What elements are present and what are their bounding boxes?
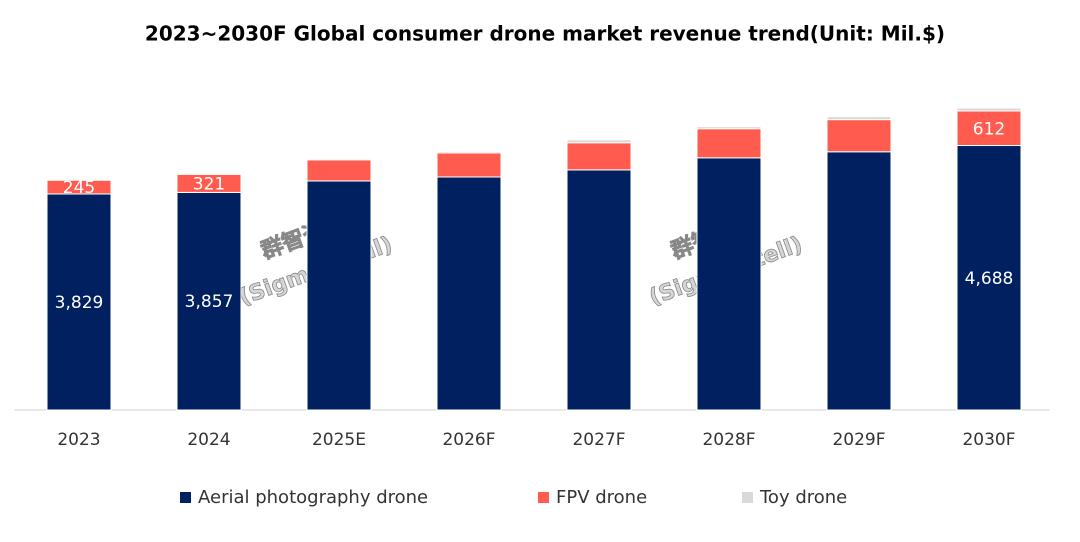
bar-segment: [696, 128, 762, 159]
x-tick-label: 2030F: [962, 430, 1015, 450]
bar-segment: [176, 191, 242, 411]
data-label: 245: [63, 178, 95, 198]
bar-segment: [956, 110, 1022, 147]
bar-segment: [826, 116, 892, 121]
legend-swatch: [538, 492, 549, 503]
bar-segment: [696, 126, 762, 130]
bar-segment: [566, 169, 632, 411]
data-label: 3,857: [185, 292, 234, 312]
bar-segment: [566, 142, 632, 171]
bar-segment: [696, 157, 762, 411]
x-tick-label: 2025E: [312, 430, 366, 450]
bar-segment: [306, 159, 372, 182]
data-label: 321: [193, 174, 225, 194]
x-tick-label: 2028F: [702, 430, 755, 450]
x-tick-label: 2024: [187, 430, 230, 450]
data-label: 612: [973, 119, 1005, 139]
legend-label: Toy drone: [759, 487, 847, 508]
chart-title: 2023~2030F Global consumer drone market …: [145, 22, 945, 46]
bar-segment: [826, 151, 892, 411]
legend-swatch: [742, 492, 753, 503]
x-tick-label: 2029F: [832, 430, 885, 450]
bar-segment: [436, 150, 502, 154]
data-label: 4,688: [965, 269, 1014, 289]
legend-swatch: [180, 492, 191, 503]
bar-segment: [306, 158, 372, 161]
bar-segment: [826, 119, 892, 153]
legend-label: Aerial photography drone: [198, 487, 428, 508]
bar-segment: [956, 145, 1022, 411]
x-tick-label: 2023: [57, 430, 100, 450]
bar-segment: [566, 139, 632, 144]
data-label: 3,829: [55, 293, 104, 313]
bar-segment: [436, 176, 502, 411]
bar-segment: [436, 152, 502, 178]
bar-segment: [956, 107, 1022, 112]
x-tick-label: 2027F: [572, 430, 625, 450]
x-tick-label: 2026F: [442, 430, 495, 450]
bar-segment: [46, 178, 112, 181]
bar-segment: [306, 180, 372, 411]
legend-label: FPV drone: [556, 487, 647, 508]
bar-segment: [176, 172, 242, 175]
